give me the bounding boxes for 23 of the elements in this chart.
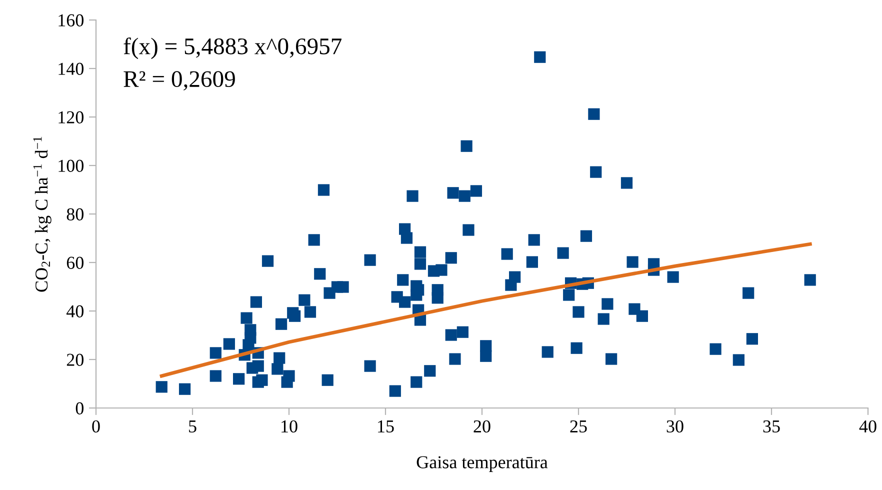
x-tick-label: 40 xyxy=(859,420,876,433)
y-axis-title: CO$_{2}$-C, kg C ha$^{−1}$ d$^{−1}$ xyxy=(33,136,52,292)
x-tick-label: 20 xyxy=(474,420,490,433)
y-tick-label: 140 xyxy=(58,62,84,75)
x-tick-label: 30 xyxy=(666,420,684,433)
y-tick-label: 60 xyxy=(66,256,84,269)
x-tick-label: 10 xyxy=(282,420,298,433)
x-tick-label: 25 xyxy=(570,420,587,433)
y-tick-label: 40 xyxy=(66,305,84,318)
x-tick-label: 0 xyxy=(92,420,100,433)
x-tick-label: 5 xyxy=(189,420,196,433)
y-tick-label: 160 xyxy=(58,14,84,26)
y-tick-label: 100 xyxy=(58,160,84,172)
x-axis-title: Gaisa temperatūra xyxy=(416,456,548,472)
x-tick-label: 35 xyxy=(763,420,780,433)
x-tick-label: 15 xyxy=(378,420,394,433)
annotation: f(x) = 5,4883 x^0,6957 xyxy=(124,37,342,60)
line-series xyxy=(160,242,812,378)
y-tick-label: 120 xyxy=(58,111,84,124)
y-tick-label: 0 xyxy=(76,402,84,414)
y-tick-label: 80 xyxy=(66,208,84,220)
annotation: R² = 0,2609 xyxy=(124,71,235,90)
y-tick-label: 20 xyxy=(66,354,84,366)
